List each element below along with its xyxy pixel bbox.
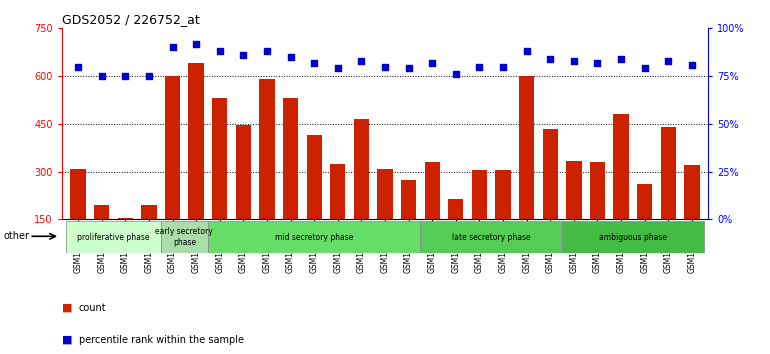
Text: ■: ■ (62, 303, 72, 313)
Bar (424, 162, 440, 267)
Point (261, 48, 273, 54)
Bar (66, 221, 161, 253)
Bar (637, 184, 652, 267)
Text: early secretory
phase: early secretory phase (156, 228, 213, 247)
Text: GDS2052 / 226752_at: GDS2052 / 226752_at (62, 13, 199, 26)
Point (662, 58, 675, 64)
Point (166, 45, 179, 50)
Point (474, 64, 486, 69)
Bar (283, 98, 298, 267)
Point (638, 65, 651, 71)
Point (213, 48, 226, 54)
Text: late secretory phase: late secretory phase (452, 233, 531, 242)
Point (142, 73, 155, 79)
Point (95, 73, 108, 79)
Bar (212, 98, 227, 267)
Bar (420, 221, 562, 253)
Point (119, 73, 132, 79)
Bar (236, 126, 251, 267)
Point (686, 62, 698, 68)
Bar (141, 205, 156, 267)
Point (379, 64, 391, 69)
Bar (118, 218, 133, 267)
Bar (70, 169, 85, 267)
Point (544, 56, 557, 62)
Bar (353, 119, 369, 267)
Text: other: other (4, 231, 30, 241)
Bar (448, 199, 464, 267)
Bar (306, 135, 322, 267)
Point (615, 56, 628, 62)
Point (72, 64, 84, 69)
Point (284, 54, 296, 60)
Text: ambiguous phase: ambiguous phase (599, 233, 667, 242)
Bar (590, 162, 605, 267)
Bar (614, 114, 629, 267)
Point (308, 60, 320, 65)
Bar (161, 221, 208, 253)
Bar (519, 76, 534, 267)
Bar (472, 170, 487, 267)
Bar (377, 169, 393, 267)
Text: ■: ■ (62, 335, 72, 345)
Bar (259, 79, 275, 267)
Text: count: count (79, 303, 106, 313)
Point (237, 52, 249, 58)
Point (426, 60, 438, 65)
Bar (685, 165, 700, 267)
Point (355, 58, 367, 64)
Point (450, 72, 462, 77)
Bar (330, 164, 346, 267)
Bar (495, 170, 511, 267)
Bar (189, 63, 204, 267)
Bar (94, 205, 109, 267)
Point (403, 65, 415, 71)
Point (497, 64, 509, 69)
Bar (165, 76, 180, 267)
Text: percentile rank within the sample: percentile rank within the sample (79, 335, 243, 345)
Point (190, 41, 203, 46)
Text: mid secretory phase: mid secretory phase (275, 233, 353, 242)
Bar (562, 221, 704, 253)
Bar (543, 129, 558, 267)
Point (521, 48, 533, 54)
Point (591, 60, 604, 65)
Point (332, 65, 344, 71)
Text: proliferative phase: proliferative phase (77, 233, 150, 242)
Bar (566, 161, 581, 267)
Bar (661, 127, 676, 267)
Bar (401, 179, 417, 267)
Point (567, 58, 580, 64)
Bar (208, 221, 420, 253)
